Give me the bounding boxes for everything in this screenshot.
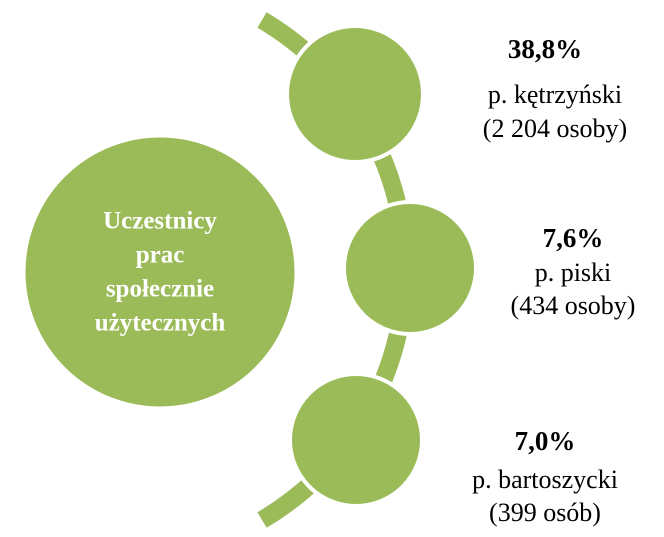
item-percent: 7,0% (515, 426, 576, 456)
center-line: społecznie (106, 276, 214, 303)
item-circle (285, 24, 425, 164)
item-percent: 38,8% (508, 34, 582, 64)
center-line: Uczestnicy (103, 208, 217, 235)
item-circle (342, 200, 478, 336)
item-circle (288, 372, 424, 508)
item-county: p. kętrzyński (488, 80, 622, 109)
center-line: użytecznych (95, 310, 226, 337)
item-count: (2 204 osoby) (483, 114, 627, 143)
center-line: prac (136, 242, 185, 269)
item-county: p. bartoszycki (472, 465, 618, 494)
center-circle (22, 134, 298, 410)
item-county: p. piski (535, 258, 612, 287)
item-percent: 7,6% (543, 223, 604, 253)
item-count: (399 osób) (489, 498, 601, 527)
item-count: (434 osoby) (511, 291, 636, 320)
